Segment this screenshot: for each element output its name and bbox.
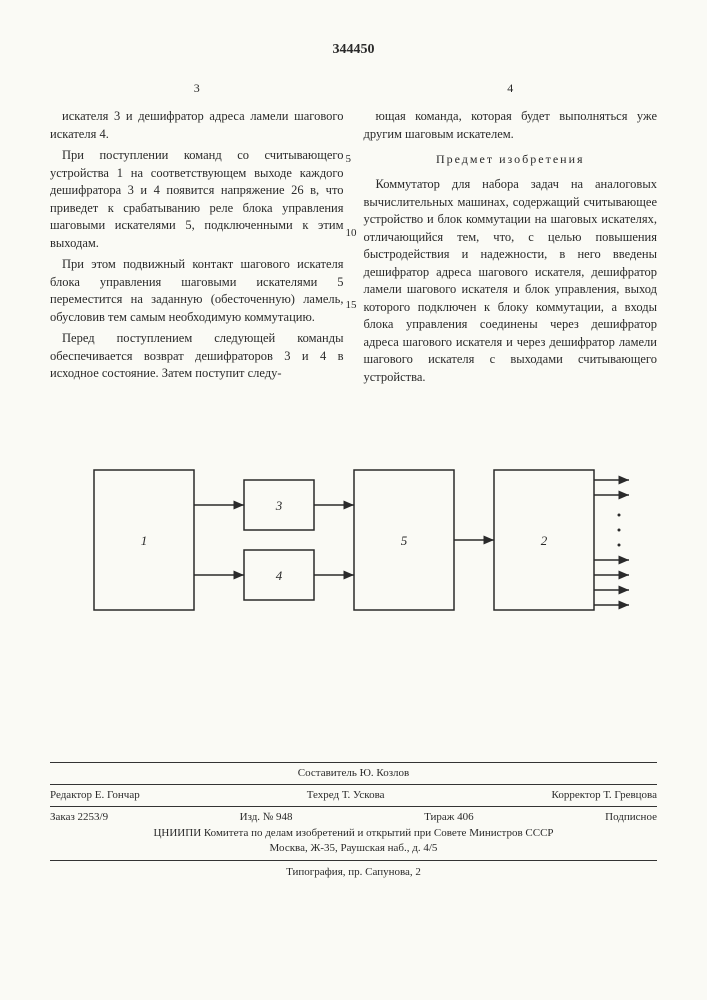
line-number: 15 [346, 298, 357, 313]
footer-edition: Изд. № 948 [240, 810, 293, 825]
patent-number: 344450 [50, 40, 657, 60]
footer-techred: Техред Т. Ускова [307, 788, 385, 803]
footer-compiler: Составитель Ю. Козлов [50, 766, 657, 781]
svg-text:3: 3 [274, 498, 282, 513]
svg-text:2: 2 [540, 533, 547, 548]
divider [50, 784, 657, 785]
divider [50, 860, 657, 861]
footer-order: Заказ 2253/9 [50, 810, 108, 825]
svg-text:1: 1 [140, 533, 147, 548]
footer-editor: Редактор Е. Гончар [50, 788, 140, 803]
block-diagram: 1 3 4 5 2 [50, 450, 657, 630]
footer-circulation: Тираж 406 [424, 810, 474, 825]
right-para-1: ющая команда, которая будет выполняться … [364, 108, 658, 143]
left-column-number: 3 [50, 80, 344, 97]
footer-typography: Типография, пр. Сапунова, 2 [50, 865, 657, 880]
divider [50, 806, 657, 807]
left-para-3: При этом подвижный контакт шагового иска… [50, 256, 344, 326]
svg-text:5: 5 [400, 533, 407, 548]
footer-subscription: Подписное [605, 810, 657, 825]
line-number: 10 [346, 226, 357, 241]
divider [50, 762, 657, 763]
footer-address: Москва, Ж-35, Раушская наб., д. 4/5 [50, 841, 657, 856]
left-para-1: искателя 3 и дешифратор адреса ламели ша… [50, 108, 344, 143]
footer-org: ЦНИИПИ Комитета по делам изобретений и о… [50, 826, 657, 841]
svg-text:4: 4 [275, 568, 282, 583]
footer-corrector: Корректор Т. Гревцова [552, 788, 657, 803]
right-column-number: 4 [364, 80, 658, 97]
left-para-4: Перед поступлением следующей команды обе… [50, 330, 344, 383]
section-title: Предмет изобретения [364, 151, 658, 168]
line-number: 5 [346, 152, 352, 167]
right-para-2: Коммутатор для набора задач на аналоговы… [364, 176, 658, 386]
left-para-2: При поступлении команд со считывающего у… [50, 147, 344, 252]
